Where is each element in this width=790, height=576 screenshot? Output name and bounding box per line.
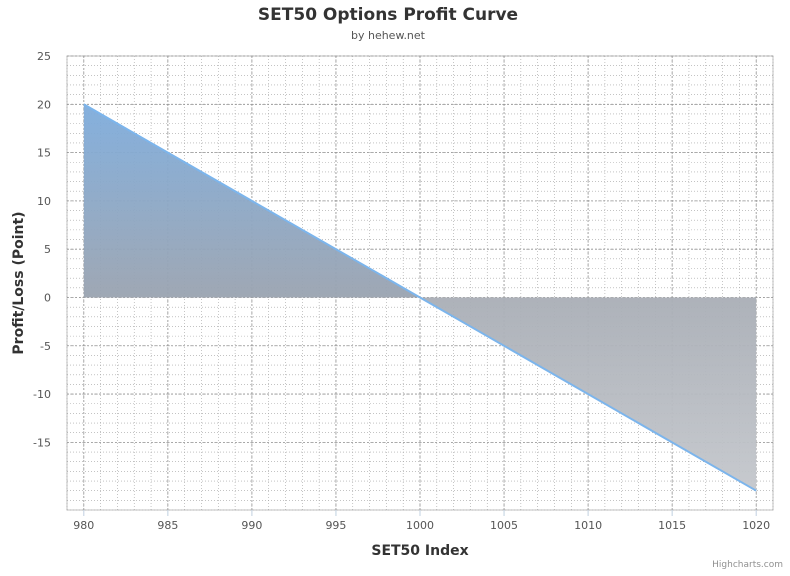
line-series [83,103,757,492]
credits-link[interactable]: Highcharts.com [712,560,783,570]
x-tick-label: 1005 [490,519,518,532]
x-tick-label: 980 [73,519,94,532]
y-axis-ticks: 25 20 15 10 5 0 -5 -10 -15 [33,50,51,449]
y-tick-label: -5 [40,340,51,353]
y-tick-label: 15 [37,147,51,160]
x-tick-label: 1010 [574,519,602,532]
chart-title: SET50 Options Profit Curve [258,5,518,25]
x-axis-title: SET50 Index [371,543,468,559]
x-tick-label: 985 [157,519,178,532]
x-tick-label: 1015 [658,519,686,532]
y-axis-title: Profit/Loss (Point) [11,211,27,354]
y-tick-label: -15 [33,436,51,449]
x-tick-label: 1020 [742,519,770,532]
x-tick-label: 1000 [406,519,434,532]
y-tick-label: 5 [44,243,51,256]
x-axis-ticks: 980 985 990 995 1000 1005 1010 1015 1020 [73,510,770,532]
x-tick-label: 995 [325,519,346,532]
x-tick-label: 990 [241,519,262,532]
y-tick-label: 0 [44,291,51,304]
y-tick-label: -10 [33,388,51,401]
y-tick-label: 20 [37,98,51,111]
profit-line[interactable] [83,103,757,492]
chart-subtitle: by hehew.net [351,29,426,42]
y-tick-label: 10 [37,195,51,208]
y-tick-label: 25 [37,50,51,63]
